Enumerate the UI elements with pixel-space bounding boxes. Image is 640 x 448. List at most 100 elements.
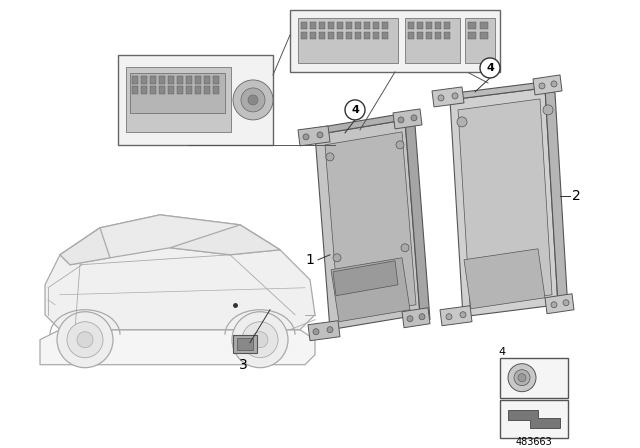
Polygon shape — [333, 261, 398, 296]
Bar — [168, 76, 174, 84]
Bar — [141, 76, 147, 84]
Circle shape — [460, 312, 466, 318]
Bar — [373, 22, 379, 29]
Text: 4: 4 — [351, 105, 359, 115]
Circle shape — [317, 132, 323, 138]
Bar — [337, 22, 343, 29]
Bar — [301, 32, 307, 39]
Bar — [237, 338, 253, 350]
Bar — [346, 32, 352, 39]
Bar — [159, 76, 165, 84]
Polygon shape — [308, 321, 340, 341]
Circle shape — [452, 93, 458, 99]
Bar — [141, 86, 147, 94]
Text: 4: 4 — [486, 63, 494, 73]
Circle shape — [419, 314, 425, 320]
Bar — [132, 76, 138, 84]
Circle shape — [396, 141, 404, 149]
Circle shape — [563, 300, 569, 306]
Text: 4: 4 — [499, 347, 506, 357]
Circle shape — [551, 81, 557, 87]
Circle shape — [457, 117, 467, 127]
Bar — [355, 32, 361, 39]
Circle shape — [411, 115, 417, 121]
Circle shape — [77, 332, 93, 348]
Bar — [426, 22, 432, 29]
Bar — [382, 22, 388, 29]
Bar — [195, 86, 201, 94]
Bar — [480, 32, 488, 39]
Bar — [168, 86, 174, 94]
Bar — [159, 86, 165, 94]
Bar — [126, 67, 231, 132]
Polygon shape — [402, 308, 430, 328]
Bar — [233, 335, 257, 353]
Text: 3: 3 — [239, 358, 248, 372]
Circle shape — [67, 322, 103, 358]
Polygon shape — [440, 306, 472, 326]
Bar — [364, 22, 370, 29]
Bar — [435, 32, 441, 39]
Polygon shape — [450, 88, 558, 317]
Bar — [298, 18, 398, 63]
Bar — [328, 22, 334, 29]
Bar — [319, 22, 325, 29]
Bar — [444, 22, 450, 29]
Circle shape — [57, 312, 113, 368]
Bar — [373, 32, 379, 39]
Polygon shape — [315, 120, 420, 330]
Circle shape — [333, 254, 341, 262]
Polygon shape — [405, 120, 430, 320]
Polygon shape — [170, 225, 280, 255]
Bar — [444, 32, 450, 39]
Circle shape — [438, 95, 444, 101]
Circle shape — [345, 100, 365, 120]
Polygon shape — [440, 83, 545, 100]
Bar — [186, 76, 192, 84]
Bar — [417, 32, 423, 39]
Circle shape — [242, 322, 278, 358]
Polygon shape — [458, 99, 552, 306]
Polygon shape — [305, 115, 405, 135]
Bar — [346, 22, 352, 29]
Bar — [364, 32, 370, 39]
Polygon shape — [40, 330, 315, 365]
Circle shape — [508, 364, 536, 392]
Bar — [500, 400, 568, 438]
Circle shape — [327, 327, 333, 333]
Bar — [177, 76, 183, 84]
Circle shape — [248, 95, 258, 105]
Bar — [468, 32, 476, 39]
Circle shape — [313, 329, 319, 335]
Bar — [186, 86, 192, 94]
Bar — [408, 22, 414, 29]
Polygon shape — [60, 215, 280, 265]
Polygon shape — [508, 409, 560, 428]
Circle shape — [326, 153, 334, 161]
Bar — [405, 18, 460, 63]
Polygon shape — [545, 88, 568, 310]
Circle shape — [518, 374, 526, 382]
Circle shape — [401, 244, 409, 252]
Polygon shape — [331, 258, 410, 322]
Bar — [204, 76, 210, 84]
Bar — [118, 55, 273, 145]
Circle shape — [241, 88, 265, 112]
Bar — [204, 86, 210, 94]
Polygon shape — [325, 132, 416, 318]
Bar — [195, 76, 201, 84]
Bar — [150, 86, 156, 94]
Bar — [355, 22, 361, 29]
Bar — [213, 76, 219, 84]
Bar — [426, 32, 432, 39]
Circle shape — [446, 314, 452, 320]
Bar — [310, 22, 316, 29]
Bar — [177, 86, 183, 94]
Bar — [408, 32, 414, 39]
Text: 483663: 483663 — [516, 437, 552, 447]
Polygon shape — [60, 228, 110, 265]
Circle shape — [543, 105, 553, 115]
Bar — [328, 32, 334, 39]
Bar — [480, 22, 488, 29]
Bar — [132, 86, 138, 94]
